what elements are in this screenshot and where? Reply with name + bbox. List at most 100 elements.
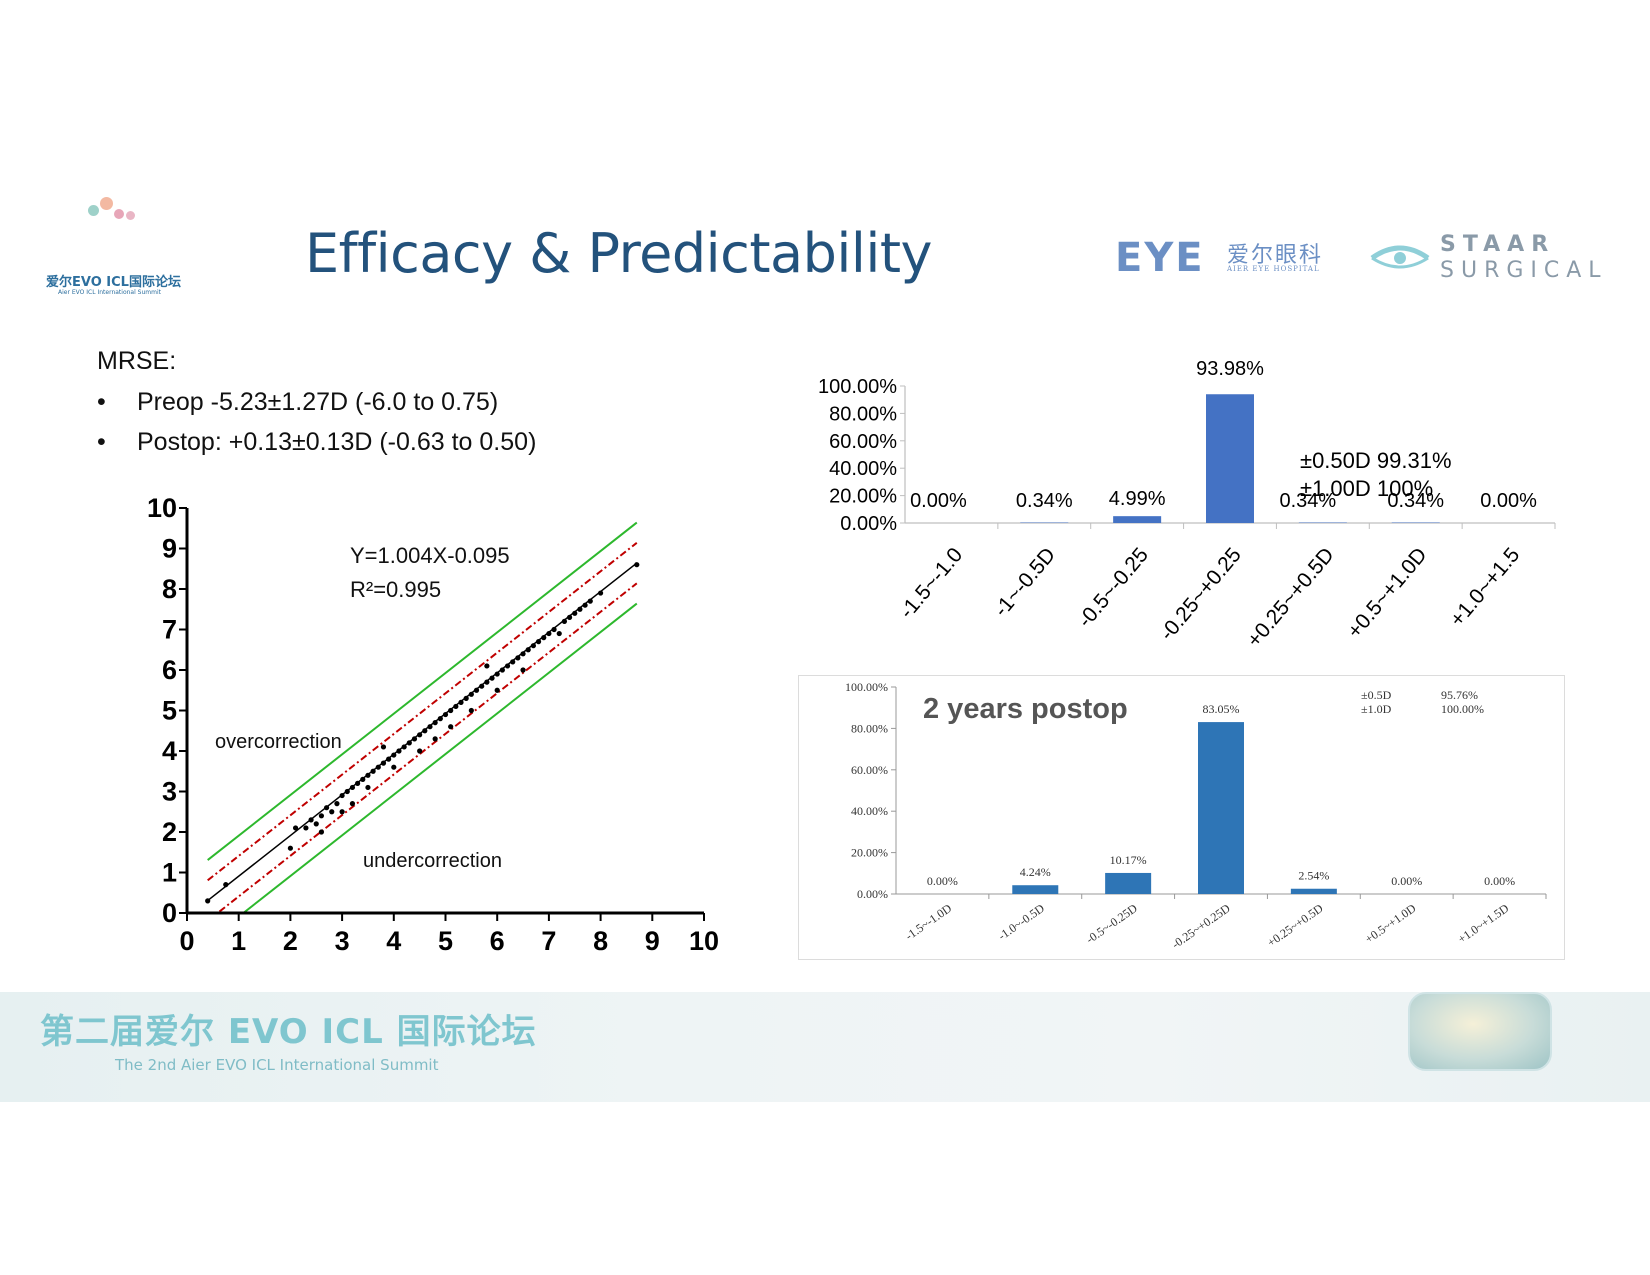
data-point — [287, 845, 293, 851]
data-point — [468, 691, 474, 697]
data-point — [499, 667, 505, 673]
data-point — [349, 801, 356, 807]
two-year-chart-frame: 0.00% 20.00% 40.00% 60.00% 80.00% 100.00% 0.00… — [798, 675, 1565, 960]
category-label: -1.0~-0.5D — [995, 901, 1047, 943]
bar — [1198, 722, 1244, 894]
data-point — [334, 801, 340, 807]
y-tick-label: 6 — [162, 655, 177, 685]
x-tick-label: 1 — [231, 926, 246, 956]
data-point — [308, 817, 314, 823]
data-point — [339, 792, 345, 799]
category-label: +1.0~+1.5D — [1455, 901, 1511, 946]
data-point — [355, 780, 361, 786]
data-point — [494, 687, 500, 693]
data-point — [556, 630, 562, 637]
y-tick-label: 9 — [162, 534, 177, 564]
footer-banner: 第二届爱尔 EVO ICL 国际论坛 The 2nd Aier EVO ICL … — [0, 992, 1650, 1102]
summary-label-1: ±0.5D — [1361, 688, 1392, 702]
y-tick-label: 40.00% — [851, 804, 888, 818]
data-point — [427, 724, 433, 730]
category-label: -1~-0.5D — [990, 543, 1061, 621]
bar-value-label: 0.00% — [927, 874, 958, 888]
y-tick-label: 0 — [162, 898, 177, 928]
category-label: -1.5~-1.0D — [903, 901, 955, 943]
bar-value-label: 0.00% — [1391, 874, 1422, 888]
summary-line-2: ±1.00D 100% — [1300, 476, 1433, 501]
inner-band-lower — [216, 582, 638, 913]
accuracy-bar-chart: 0.00% 20.00% 40.00% 60.00% 80.00% 100.00% 0.00… — [818, 358, 1556, 652]
data-point — [360, 776, 366, 782]
category-label: -0.25~+0.25 — [1155, 543, 1245, 645]
y-tick-label: 4 — [162, 736, 177, 766]
y-tick-label: 20.00% — [851, 846, 888, 860]
bar-value-label: 0.34% — [1279, 490, 1336, 512]
data-point — [339, 809, 345, 815]
bar-value-label: 0.00% — [1484, 874, 1515, 888]
bullet-preop: • Preop -5.23±1.27D (-6.0 to 0.75) — [97, 388, 697, 420]
x-tick-label: 5 — [438, 926, 453, 956]
data-point — [587, 598, 593, 604]
outer-band-lower — [241, 602, 638, 913]
predictability-scatter-chart: 0 1 2 3 4 5 6 7 8 9 10 0 1 2 3 4 5 6 7 8 9 10 Y=1.004X-0.095 R²… — [147, 493, 719, 956]
inner-band-upper — [207, 542, 638, 882]
summary-value-2: 100.00% — [1441, 702, 1484, 716]
y-tick-label: 40.00% — [829, 458, 897, 480]
summit-logo-en: Aier EVO ICL International Summit — [58, 289, 161, 296]
data-point — [292, 825, 299, 831]
bar-value-label: 83.05% — [1203, 702, 1240, 716]
y-tick-label: 100.00% — [845, 680, 888, 694]
data-point — [484, 663, 490, 669]
annotation-overcorrection: overcorrection — [215, 731, 342, 753]
data-point — [504, 663, 511, 669]
eye-logo-mark: EYE — [1115, 235, 1205, 281]
y-tick-label: 0.00% — [857, 887, 888, 901]
footer-en: The 2nd Aier EVO ICL International Summi… — [115, 1056, 439, 1074]
data-point — [432, 736, 438, 742]
bar-value-label: 2.54% — [1298, 869, 1329, 883]
two-year-bar-chart: 0.00% 20.00% 40.00% 60.00% 80.00% 100.00% 0.00… — [845, 680, 1547, 952]
y-tick-label: 7 — [162, 615, 177, 645]
data-point — [489, 675, 495, 681]
data-point — [530, 643, 536, 649]
staar-surgical-logo: STAAR SURGICAL — [1368, 230, 1608, 290]
staar-eye-icon — [1370, 245, 1430, 269]
x-tick-label: 6 — [490, 926, 505, 956]
data-point — [473, 687, 480, 693]
category-label: -0.25~+0.25D — [1169, 901, 1233, 952]
data-point — [520, 667, 526, 673]
data-point — [375, 764, 381, 770]
summit-logo-cn: 爱尔EVO ICL国际论坛 — [46, 275, 181, 290]
data-point — [582, 602, 588, 608]
x-tick-label: 2 — [283, 926, 298, 956]
data-point — [479, 683, 485, 689]
slide-title: Efficacy & Predictability — [305, 222, 933, 285]
data-point — [303, 825, 309, 831]
bar — [1105, 872, 1152, 894]
bar-value-label: 0.34% — [1016, 490, 1073, 512]
outer-band-upper — [207, 521, 638, 861]
data-point — [468, 707, 474, 714]
bar — [1113, 516, 1162, 523]
mrse-label: MRSE: — [97, 347, 177, 375]
footer-cn: 第二届爱尔 EVO ICL 国际论坛 — [40, 1012, 537, 1052]
category-label: -0.5~-0.25D — [1083, 901, 1140, 947]
data-point — [365, 784, 371, 791]
icl-lens-emblem-icon — [1408, 992, 1552, 1071]
data-point — [535, 639, 542, 645]
data-point — [634, 562, 640, 568]
data-point — [329, 809, 335, 815]
data-point — [323, 805, 330, 811]
x-tick-label: 3 — [335, 926, 350, 956]
x-tick-label: 8 — [593, 926, 608, 956]
staar-line1: STAAR — [1440, 232, 1556, 257]
data-point — [598, 590, 604, 596]
data-point — [484, 679, 490, 685]
bar-value-label: 4.24% — [1020, 865, 1051, 879]
data-point — [391, 752, 397, 758]
data-point — [370, 768, 376, 774]
bullet-text: Postop: +0.13±0.13D (-0.63 to 0.50) — [137, 428, 537, 456]
bullet-text: Preop -5.23±1.27D (-6.0 to 0.75) — [137, 388, 499, 416]
chart-title: 2 years postop — [923, 693, 1128, 725]
y-tick-label: 10 — [147, 493, 177, 523]
eye-logo-cn: 爱尔眼科 — [1227, 243, 1324, 268]
